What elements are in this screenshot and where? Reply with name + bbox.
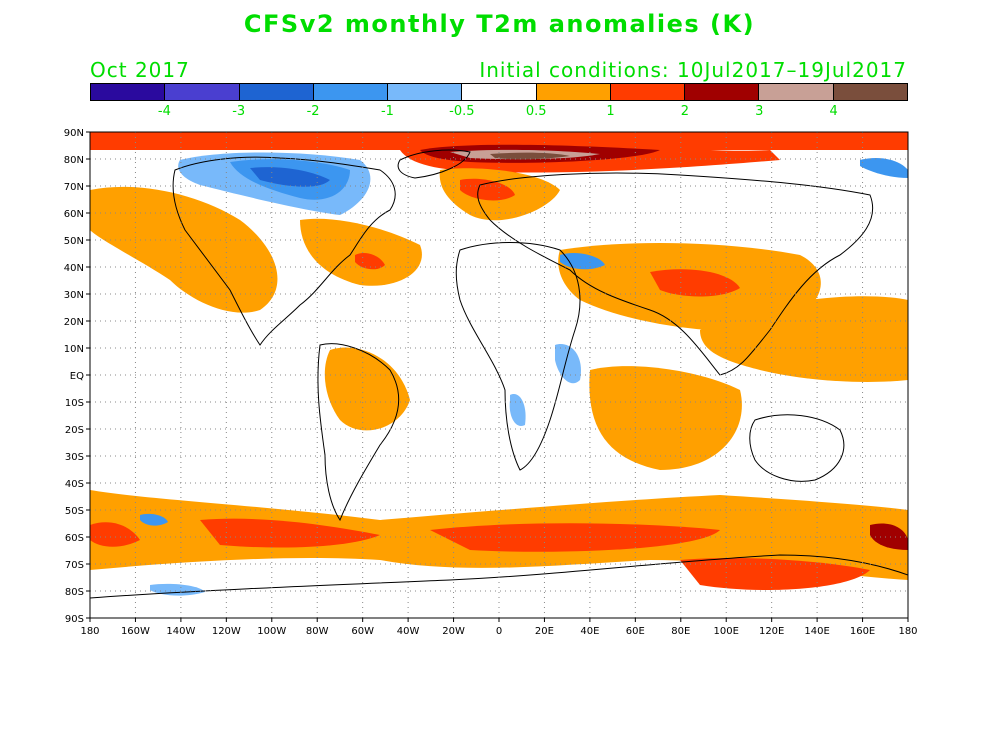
colorbar-swatch [165, 84, 240, 100]
colorbar-swatch [91, 84, 166, 100]
lat-label: 10S [65, 398, 84, 409]
graticule [90, 132, 908, 618]
canada-coldest [250, 167, 330, 187]
southern-indian-warm [430, 523, 720, 552]
colorbar-swatch [313, 84, 389, 100]
lon-label: 60E [626, 626, 645, 637]
chart-title: CFSv2 monthly T2m anomalies (K) [243, 10, 756, 38]
colorbar-swatch [610, 84, 686, 100]
coastlines [90, 149, 908, 618]
lon-label: 160W [121, 626, 150, 637]
colorbar-label: 4 [829, 104, 838, 119]
lat-label: 30N [64, 290, 84, 301]
colorbar-swatch [833, 84, 907, 100]
lon-label: 100E [714, 626, 739, 637]
anomaly-fields [90, 132, 908, 618]
longitude-labels: 180 160W 140W 120W 100W 80W 60W 40W 20W 0 20E 40E 60… [80, 618, 918, 637]
lat-label: 60S [65, 533, 84, 544]
lon-label: 120W [212, 626, 241, 637]
australia-outline [749, 414, 845, 482]
colorbar-label: 2 [680, 104, 690, 119]
lon-label: 120E [759, 626, 784, 637]
lon-label: 20W [442, 626, 465, 637]
arctic-max-region [490, 152, 570, 160]
colorbar-label: -4 [157, 104, 171, 119]
colorbar-swatch [462, 84, 537, 100]
lat-label: 40N [64, 263, 84, 274]
east-siberia-cold [860, 158, 908, 178]
colorbar-label: 0.5 [525, 104, 547, 119]
africa-outline [455, 242, 581, 471]
colorbar-label: -1 [380, 104, 394, 119]
lat-label: 10N [64, 344, 84, 355]
lat-label: 80S [65, 587, 84, 598]
lat-label: EQ [70, 371, 84, 382]
colorbar-labels: -4 -3 -2 -1 -0.5 0.5 1 2 3 4 [90, 104, 908, 120]
lat-label: 90S [65, 614, 84, 625]
lat-label: 50S [65, 506, 84, 517]
lon-label: 0 [496, 626, 502, 637]
south-pacific-warm [200, 518, 380, 548]
lat-label: 30S [65, 452, 84, 463]
colorbar-swatch [685, 84, 760, 100]
lat-label: 20S [65, 425, 84, 436]
lat-label: 80N [64, 155, 84, 166]
south-pacific-east-hot [870, 523, 908, 550]
colorbar [90, 83, 908, 101]
central-asia-warm [650, 269, 740, 297]
lat-label: 70S [65, 560, 84, 571]
lat-label: 50N [64, 236, 84, 247]
lon-label: 180 [80, 626, 99, 637]
lon-label: 40W [397, 626, 420, 637]
colorbar-label: -3 [232, 104, 246, 119]
colorbar-label: -0.5 [449, 104, 475, 119]
colorbar-swatch [239, 84, 314, 100]
colorbar-swatch [536, 84, 611, 100]
antarctica-outline [90, 554, 908, 618]
north-atlantic-warm [460, 178, 515, 201]
south-america-outline [317, 343, 400, 522]
valid-month: Oct 2017 [90, 58, 190, 82]
north-america-outline [172, 156, 396, 346]
lon-label: 40E [580, 626, 599, 637]
west-pacific-warm [700, 296, 908, 382]
antarctic-pacific-cold [150, 583, 205, 596]
colorbar-label: 3 [755, 104, 764, 119]
colorbar-label: 1 [606, 104, 615, 119]
colorbar-label: -2 [306, 104, 320, 119]
lat-label: 60N [64, 209, 84, 220]
lon-label: 20E [535, 626, 554, 637]
south-pacific-cold [140, 513, 168, 526]
lon-label: 180 [898, 626, 917, 637]
lat-label: 90N [64, 128, 84, 139]
latitude-labels: 90N 80N 70N 60N 50N 40N 30N 20N 10N EQ 10S 20S 30S 40… [64, 128, 90, 625]
lon-label: 100W [257, 626, 286, 637]
lon-label: 80W [306, 626, 329, 637]
lon-label: 140E [804, 626, 829, 637]
initial-conditions: Initial conditions: 10Jul2017–19Jul2017 [479, 58, 907, 82]
lon-label: 60W [351, 626, 374, 637]
antarctic-coast-warm [680, 558, 870, 590]
lat-label: 70N [64, 182, 84, 193]
lon-label: 80E [671, 626, 690, 637]
lat-label: 40S [65, 479, 84, 490]
arctic-warm-band [90, 132, 908, 150]
southwest-africa-cold [509, 394, 526, 426]
colorbar-swatch [388, 84, 463, 100]
western-atlantic-warm [300, 218, 422, 286]
south-pacific-west-warm [90, 522, 140, 547]
lon-label: 160E [850, 626, 875, 637]
colorbar-swatch [759, 84, 834, 100]
indian-ocean-warm [589, 366, 742, 470]
lat-label: 20N [64, 317, 84, 328]
eurasia-outline [477, 172, 874, 376]
central-africa-cold [555, 344, 581, 384]
lon-label: 140W [166, 626, 195, 637]
north-pacific-warm [90, 186, 278, 313]
